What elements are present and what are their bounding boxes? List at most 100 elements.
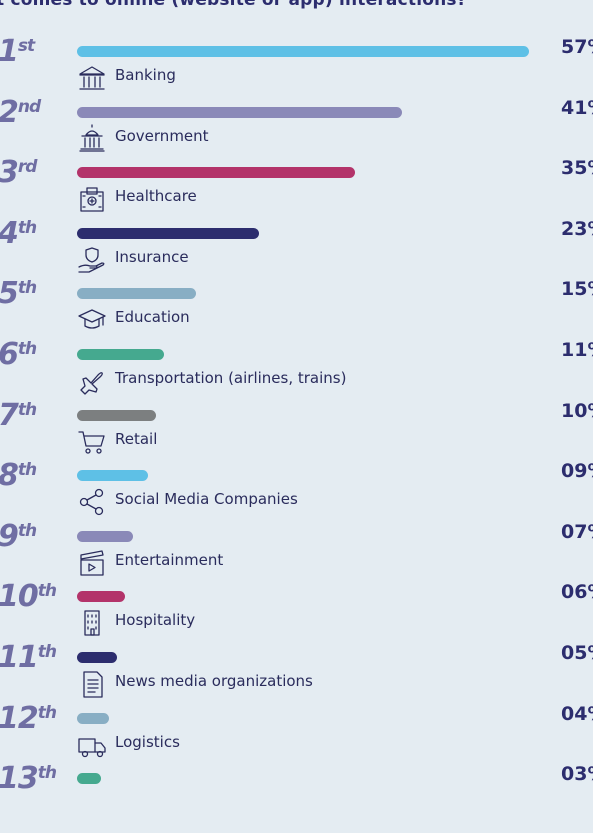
rank-label: 1st — [0, 34, 35, 69]
category-label: Entertainment — [115, 550, 224, 569]
rank-number: 2 — [0, 95, 19, 130]
rank-number: 11 — [0, 640, 39, 675]
chart-title: t comes to online (website or app) inter… — [0, 0, 467, 10]
bar — [77, 470, 149, 482]
newspaper-document-icon — [77, 669, 107, 699]
category-label: Banking — [115, 66, 176, 84]
rank-number: 13 — [0, 761, 39, 797]
value-label: 07% — [561, 520, 593, 543]
chart-row: 9th 07% Entertainment — [0, 519, 593, 591]
category-label: Insurance — [115, 247, 189, 266]
bar — [77, 591, 125, 603]
rank-label: 13th — [0, 761, 57, 797]
bank-icon — [77, 63, 107, 93]
value-label: 41% — [561, 96, 593, 119]
bar — [77, 652, 117, 663]
category-label: News media organizations — [115, 672, 313, 690]
chart-row: 2nd 41% Government — [0, 95, 593, 167]
rank-label: 4th — [0, 216, 37, 251]
rank-number: 6 — [0, 337, 19, 372]
bar — [77, 106, 403, 118]
value-label: 09% — [561, 460, 593, 483]
rank-number: 10 — [0, 579, 39, 615]
rank-label: 8th — [0, 458, 37, 493]
bar — [77, 227, 260, 239]
chart-row: 1st 57% Banking — [0, 34, 593, 106]
rank-label: 3rd — [0, 155, 38, 190]
value-label: 57% — [561, 36, 593, 58]
category-label: Healthcare — [115, 187, 197, 206]
value-label: 11% — [561, 339, 593, 361]
delivery-truck-icon — [77, 730, 107, 760]
bar — [77, 712, 109, 724]
bar — [77, 773, 101, 785]
rank-number: 1 — [0, 34, 19, 69]
rank-suffix: th — [37, 581, 57, 602]
rank-label: 6th — [0, 337, 37, 372]
rank-label: 2nd — [0, 95, 41, 130]
rank-number: 8 — [0, 458, 19, 493]
rank-label: 7th — [0, 398, 37, 433]
value-label: 05% — [561, 642, 593, 664]
category-label: Education — [115, 308, 190, 327]
clapperboard-icon — [77, 548, 107, 578]
rank-suffix: th — [17, 339, 37, 359]
rank-label: 10th — [0, 579, 57, 615]
rank-number: 9 — [0, 519, 19, 554]
rank-label: 9th — [0, 519, 37, 554]
hospital-icon — [77, 184, 107, 214]
rank-suffix: th — [37, 702, 57, 723]
value-label: 04% — [561, 702, 593, 725]
graduation-cap-icon — [77, 305, 107, 335]
value-label: 06% — [561, 581, 593, 604]
rank-number: 5 — [0, 276, 19, 311]
hotel-building-icon — [77, 608, 107, 638]
value-label: 35% — [561, 157, 593, 180]
chart-row: 4th 23% Insurance — [0, 216, 593, 288]
chart-row: 3rd 35% Healthcare — [0, 155, 593, 227]
airplane-icon — [77, 366, 107, 396]
rank-suffix: th — [17, 278, 37, 299]
rank-suffix: nd — [17, 96, 41, 117]
government-building-icon — [77, 123, 107, 154]
bar — [77, 349, 165, 360]
chart-row: 7th 10% Retail — [0, 398, 593, 470]
rank-number: 12 — [0, 700, 39, 736]
rank-suffix: th — [37, 642, 57, 662]
value-label: 15% — [561, 278, 593, 301]
ranking-chart: 1st 57% Banking 2nd 41% Government 3rd 35% Healt… — [0, 34, 593, 797]
rank-number: 3 — [0, 155, 19, 190]
bar — [77, 530, 133, 542]
insurance-hand-icon — [77, 245, 107, 275]
shopping-cart-icon — [77, 427, 107, 457]
category-label: Transportation (airlines, trains) — [115, 369, 347, 387]
bar — [77, 409, 157, 421]
bar — [77, 46, 529, 57]
rank-label: 11th — [0, 640, 57, 675]
bar — [77, 167, 355, 179]
value-label: 03% — [561, 763, 593, 786]
value-label: 23% — [561, 217, 593, 240]
chart-row: 8th 09% Social Media Companies — [0, 458, 593, 530]
rank-suffix: st — [17, 36, 35, 56]
value-label: 10% — [561, 399, 593, 422]
chart-row: 6th 11% Transportation (airlines, trains) — [0, 337, 593, 409]
category-label: Retail — [115, 429, 158, 448]
bar — [77, 288, 196, 300]
rank-suffix: th — [17, 399, 37, 420]
rank-label: 5th — [0, 276, 37, 311]
rank-label: 12th — [0, 700, 57, 736]
chart-row: 10th 06% Hospitality — [0, 579, 593, 651]
rank-number: 4 — [0, 216, 19, 251]
rank-number: 7 — [0, 398, 19, 433]
rank-suffix: th — [17, 217, 37, 238]
rank-suffix: rd — [17, 157, 38, 178]
chart-row: 11th 05% News media organizations — [0, 640, 593, 712]
category-label: Social Media Companies — [115, 490, 298, 509]
rank-suffix: th — [17, 460, 37, 481]
share-network-icon — [77, 487, 107, 517]
chart-row: 5th 15% Education — [0, 276, 593, 348]
category-label: Hospitality — [115, 611, 196, 630]
chart-row: 12th 04% Logistics — [0, 701, 593, 773]
category-label: Logistics — [115, 732, 180, 751]
